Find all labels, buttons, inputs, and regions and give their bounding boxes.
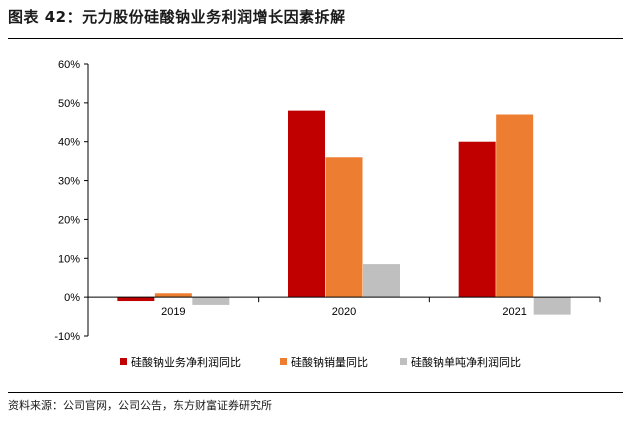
bar xyxy=(325,157,363,298)
x-tick-label: 2021 xyxy=(502,306,526,318)
bars xyxy=(117,110,571,315)
legend-label: 硅酸钠销量同比 xyxy=(291,355,368,369)
bar xyxy=(363,264,400,298)
figure-title: 图表 42：元力股份硅酸钠业务利润增长因素拆解 xyxy=(8,8,346,26)
source-divider xyxy=(8,392,623,393)
y-tick-label: 50% xyxy=(58,98,80,110)
legend: 硅酸钠业务净利润同比 硅酸钠销量同比 硅酸钠单吨净利润同比 xyxy=(120,355,521,369)
y-tick-label: 40% xyxy=(58,137,80,149)
y-tick-label: 20% xyxy=(58,214,80,226)
legend-label: 硅酸钠单吨净利润同比 xyxy=(411,355,521,369)
y-axis: -10% 0% 10% 20% 30% 40% 50% 60% xyxy=(54,59,89,343)
source-note: 资料来源：公司官网，公司公告，东方财富证券研究所 xyxy=(8,399,272,412)
bar xyxy=(117,297,155,302)
y-tick-label: 10% xyxy=(58,253,80,265)
bar xyxy=(192,297,230,305)
legend-label: 硅酸钠业务净利润同比 xyxy=(131,355,241,369)
bar xyxy=(288,110,325,298)
legend-swatch xyxy=(280,358,287,365)
y-tick-label: 30% xyxy=(58,176,80,188)
bar xyxy=(533,297,571,315)
x-tick-label: 2020 xyxy=(332,306,356,318)
bar xyxy=(154,293,192,298)
x-axis: 2019 2020 2021 xyxy=(87,296,601,318)
x-tick-label: 2019 xyxy=(161,306,185,318)
legend-swatch xyxy=(400,358,407,365)
title-divider xyxy=(8,38,623,39)
y-tick-label: 60% xyxy=(58,59,80,71)
bar xyxy=(458,141,496,298)
bar xyxy=(496,114,534,298)
legend-swatch xyxy=(120,358,127,365)
y-tick-label: -10% xyxy=(54,331,80,343)
y-tick-label: 0% xyxy=(64,292,80,304)
